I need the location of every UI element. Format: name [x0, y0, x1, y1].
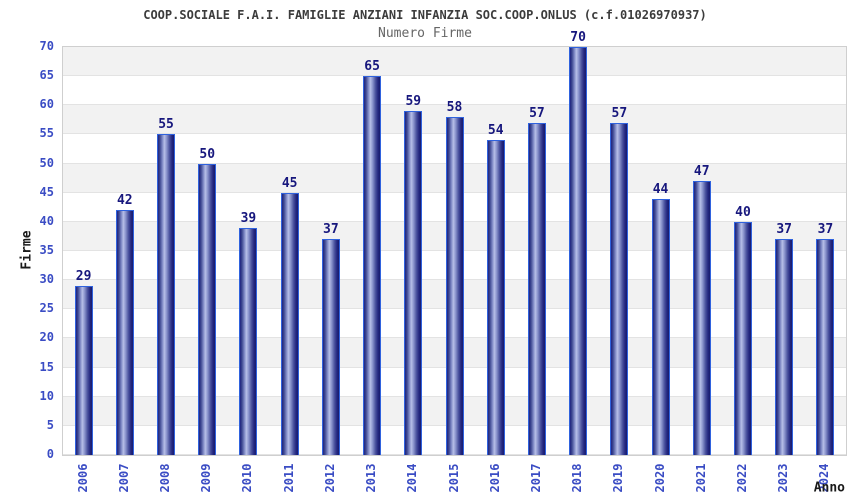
bar-2016 — [486, 140, 505, 455]
y-tick-label: 70 — [39, 39, 54, 53]
bar-2015 — [445, 116, 464, 455]
y-tick-label: 55 — [39, 126, 54, 141]
bar-2023 — [775, 239, 794, 455]
bar-2006 — [74, 285, 93, 455]
bar-2007 — [115, 210, 134, 455]
bar-value-label: 50 — [199, 146, 216, 162]
grid-band — [63, 76, 846, 106]
x-tick-label-2009: 2009 — [199, 463, 214, 493]
x-tick-label-2012: 2012 — [322, 463, 337, 493]
bar-2014 — [404, 111, 423, 455]
x-tick-label-2018: 2018 — [570, 463, 585, 493]
x-tick-label-2008: 2008 — [158, 463, 173, 493]
bar-2018 — [569, 47, 588, 455]
bar-value-label: 44 — [652, 181, 669, 197]
bar-value-label: 37 — [817, 222, 834, 238]
x-tick-label-2006: 2006 — [75, 463, 90, 493]
x-tick-label-2007: 2007 — [116, 463, 131, 493]
bar-2011 — [280, 192, 299, 455]
x-tick-label-2014: 2014 — [405, 463, 420, 493]
y-tick-label: 50 — [39, 155, 54, 170]
x-tick-label-2011: 2011 — [281, 463, 296, 493]
y-tick-label: 65 — [39, 68, 54, 83]
bar-value-label: 70 — [570, 30, 586, 45]
bar-2020 — [651, 198, 670, 455]
bar-2024 — [816, 239, 835, 455]
bar-value-label: 58 — [446, 99, 463, 115]
y-tick-label: 30 — [39, 272, 54, 287]
y-tick-label: 60 — [39, 97, 54, 112]
bar-value-label: 55 — [158, 117, 174, 133]
y-tick-label: 35 — [39, 243, 54, 257]
y-tick-label: 10 — [39, 388, 54, 403]
x-tick-label-2019: 2019 — [611, 463, 626, 493]
bar-value-label: 37 — [323, 222, 339, 238]
chart-subtitle: Numero Firme — [378, 26, 472, 41]
bar-value-label: 57 — [529, 105, 545, 121]
x-tick-label-2010: 2010 — [240, 463, 255, 493]
y-tick-label: 20 — [39, 330, 54, 345]
bar-value-label: 39 — [240, 210, 257, 226]
x-tick-label-2013: 2013 — [364, 463, 379, 493]
bar-2019 — [610, 122, 629, 455]
x-tick-label-2020: 2020 — [652, 463, 667, 493]
bar-2013 — [363, 76, 382, 455]
bar-2008 — [157, 134, 176, 455]
bar-2021 — [692, 181, 711, 455]
x-tick-label-2022: 2022 — [734, 463, 749, 493]
bar-value-label: 37 — [776, 222, 792, 238]
x-tick-label-2015: 2015 — [446, 463, 461, 493]
chart-title: COOP.SOCIALE F.A.I. FAMIGLIE ANZIANI INF… — [143, 8, 707, 22]
bar-2009 — [198, 163, 217, 455]
bar-value-label: 57 — [611, 105, 628, 121]
bar-2022 — [733, 221, 752, 455]
y-tick-label: 40 — [39, 213, 54, 228]
bar-2010 — [239, 227, 258, 455]
bar-value-label: 42 — [116, 193, 133, 209]
y-tick-label: 25 — [39, 301, 54, 316]
y-axis-title: Firme — [19, 230, 35, 270]
y-tick-label: 5 — [46, 417, 54, 432]
x-tick-label-2017: 2017 — [528, 463, 543, 493]
bar-2012 — [321, 239, 340, 455]
bar-value-label: 54 — [487, 123, 504, 139]
x-tick-label-2021: 2021 — [693, 463, 708, 493]
y-tick-label: 0 — [46, 447, 54, 461]
bar-value-label: 47 — [693, 164, 710, 180]
grid-band — [63, 47, 846, 77]
bar-2017 — [527, 122, 546, 455]
x-tick-label-2016: 2016 — [487, 463, 502, 493]
y-tick-label: 15 — [39, 359, 54, 374]
x-axis-title: Anno — [813, 480, 845, 496]
bar-value-label: 59 — [405, 94, 422, 110]
plot-area: 29 42 55 50 39 45 37 65 59 58 54 57 70 57 44 47 40 37 37 — [62, 30, 847, 456]
x-tick-label-2023: 2023 — [776, 463, 791, 493]
y-tick-label: 45 — [39, 184, 54, 199]
bar-value-label: 40 — [735, 204, 751, 220]
bar-value-label: 65 — [364, 59, 380, 75]
bar-value-label: 45 — [281, 175, 298, 191]
bar-value-label: 29 — [75, 268, 92, 284]
